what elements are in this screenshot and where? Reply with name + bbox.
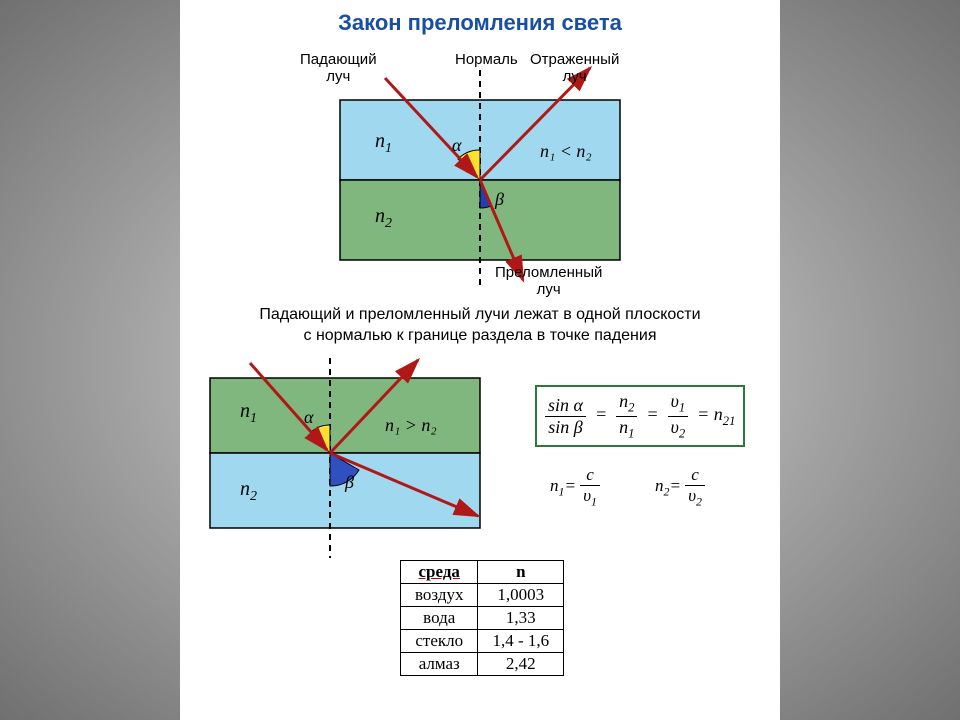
label-incident: Падающий луч bbox=[300, 52, 377, 85]
diagram1-svg bbox=[180, 40, 780, 290]
refractive-index-table-wrap: среда n воздух1,0003 вода1,33 стекло1,4 … bbox=[400, 560, 564, 676]
page-title: Закон преломления света bbox=[180, 0, 780, 36]
d2-n2: n2 bbox=[240, 478, 257, 504]
table-header-row: среда n bbox=[401, 561, 564, 584]
table-row: вода1,33 bbox=[401, 607, 564, 630]
n2-definition: n2= c υ2 bbox=[655, 465, 705, 509]
refraction-diagram-1: Падающий луч Нормаль Отраженный луч Прел… bbox=[180, 40, 780, 290]
slide: Закон преломления света bbox=[180, 0, 780, 720]
table-row: воздух1,0003 bbox=[401, 584, 564, 607]
principle-text: Падающий и преломленный лучи лежат в одн… bbox=[180, 305, 780, 347]
table-row: стекло1,4 - 1,6 bbox=[401, 630, 564, 653]
snell-formula: sin α sin β = n2 n1 = υ1 υ2 = n21 bbox=[535, 385, 745, 447]
diagram2-svg bbox=[180, 348, 520, 568]
label-reflected: Отраженный луч bbox=[530, 52, 619, 85]
label-n2: n2 bbox=[375, 205, 392, 231]
th-n: n bbox=[478, 561, 564, 584]
d2-n1: n1 bbox=[240, 400, 257, 426]
refraction-diagram-2: n1 n2 α β n₁ > n₂ bbox=[180, 348, 520, 568]
table-row: алмаз2,42 bbox=[401, 653, 564, 676]
label-condition1: n₁ < n₂ bbox=[540, 142, 592, 162]
d2-beta: β bbox=[345, 473, 354, 493]
d2-condition: n₁ > n₂ bbox=[385, 416, 437, 436]
th-medium: среда bbox=[401, 561, 478, 584]
label-beta: β bbox=[495, 190, 504, 210]
label-refracted: Преломленный луч bbox=[495, 265, 602, 298]
label-n1: n1 bbox=[375, 130, 392, 156]
n1-definition: n1= c υ1 bbox=[550, 465, 600, 509]
label-alpha: α bbox=[452, 136, 461, 156]
label-normal: Нормаль bbox=[455, 52, 518, 69]
refractive-index-table: среда n воздух1,0003 вода1,33 стекло1,4 … bbox=[400, 560, 564, 676]
d2-alpha: α bbox=[304, 408, 313, 428]
